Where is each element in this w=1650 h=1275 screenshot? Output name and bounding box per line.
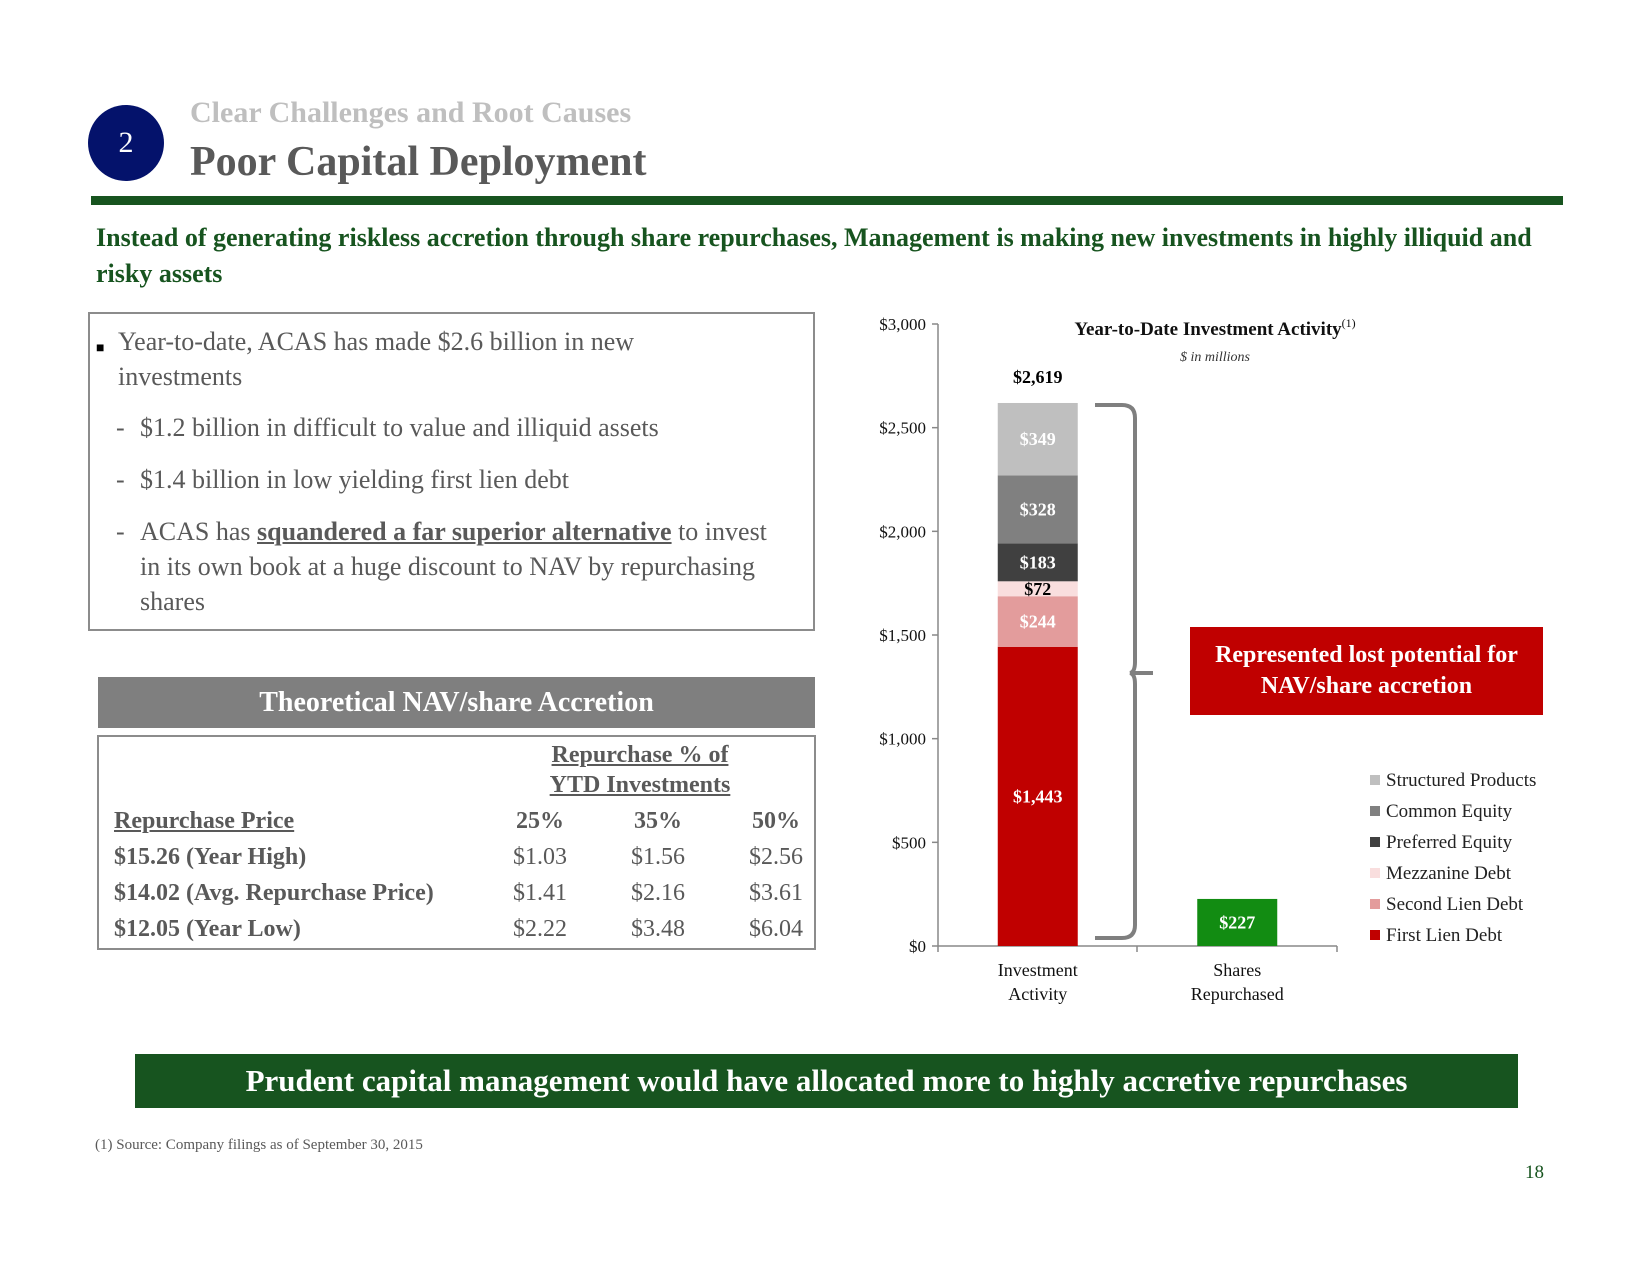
legend-swatch — [1370, 837, 1380, 847]
sub-bullet-1: - $1.2 billion in difficult to value and… — [116, 410, 776, 445]
legend-swatch — [1370, 930, 1380, 940]
sub-bullet-2-text: $1.4 billion in low yielding first lien … — [140, 465, 569, 494]
bar-segment — [997, 402, 1078, 476]
data-label: $183 — [1020, 552, 1056, 572]
bar-segment — [997, 646, 1078, 946]
conclusion-banner: Prudent capital management would have al… — [135, 1054, 1518, 1108]
table-cell: $3.48 — [631, 916, 685, 942]
table-cell: $3.61 — [749, 880, 803, 906]
bullet-main-text: Year-to-date, ACAS has made $2.6 billion… — [118, 327, 635, 391]
legend-item: First Lien Debt — [1370, 925, 1502, 947]
table-cell: $2.56 — [749, 844, 803, 870]
legend-swatch — [1370, 806, 1380, 816]
legend-item: Common Equity — [1370, 801, 1512, 823]
bar-segment — [1197, 898, 1278, 946]
section-number-badge: 2 — [88, 105, 164, 181]
x-tick-label: Shares — [1213, 960, 1261, 980]
headline: Instead of generating riskless accretion… — [96, 223, 1532, 288]
x-tick-label: Repurchased — [1191, 984, 1284, 1004]
accretion-table-header: Theoretical NAV/share Accretion — [98, 677, 815, 728]
row-label: $15.26 (Year High) — [114, 844, 307, 870]
chart-title: Year-to-Date Investment Activity(1) — [1074, 316, 1355, 340]
legend-swatch — [1370, 775, 1380, 785]
y-tick-label: $1,000 — [879, 730, 926, 749]
bracket-icon — [1095, 403, 1153, 940]
y-tick-label: $2,500 — [879, 419, 926, 438]
page-number: 18 — [1525, 1162, 1544, 1183]
table-cell: $2.22 — [513, 916, 567, 942]
legend-item: Preferred Equity — [1370, 832, 1512, 854]
row-header: Repurchase Price — [114, 808, 295, 834]
legend-item: Structured Products — [1370, 770, 1536, 792]
data-label: $244 — [1020, 612, 1056, 632]
row-label: $12.05 (Year Low) — [114, 916, 301, 942]
legend-swatch — [1370, 868, 1380, 878]
dash-bullet: - — [116, 465, 125, 494]
bar-segment — [997, 596, 1078, 647]
data-label: $1,443 — [1013, 786, 1063, 806]
bar-labels: $1,443 $244 $72 $183 $328 $349 $227 $2,619 — [1013, 367, 1255, 932]
sub-bullet-2: - $1.4 billion in low yielding first lie… — [116, 462, 776, 497]
y-tick-label: $2,000 — [879, 522, 926, 541]
legend-swatch — [1370, 899, 1380, 909]
chart-subtitle: $ in millions — [1180, 350, 1251, 365]
title-divider — [91, 196, 1563, 205]
y-tick-label: $3,000 — [879, 315, 926, 334]
data-label: $328 — [1020, 499, 1056, 519]
y-tick-label: $500 — [892, 833, 926, 852]
sub-bullet-3: - ACAS has squandered a far superior alt… — [116, 514, 776, 619]
data-label: $72 — [1024, 579, 1051, 599]
y-axis: $0 $500 $1,000 $1,500 $2,000 $2,500 $3,000 — [879, 315, 939, 956]
dash-bullet: - — [116, 413, 125, 442]
square-bullet-icon: ■ — [96, 341, 105, 356]
table-cell: $1.41 — [513, 880, 567, 906]
x-tick-label: Activity — [1008, 984, 1067, 1004]
emphasized-phrase: squandered a far superior alternative — [257, 517, 672, 546]
y-tick-label: $1,500 — [879, 626, 926, 645]
sub-bullet-3-text: ACAS has squandered a far superior alter… — [140, 517, 767, 616]
column-header: 35% — [634, 808, 682, 834]
section-label: Clear Challenges and Root Causes — [190, 96, 632, 129]
footnote: (1) Source: Company filings as of Septem… — [95, 1137, 423, 1153]
bar-segment — [997, 475, 1078, 544]
bar-segment — [997, 543, 1078, 582]
total-label: $2,619 — [1013, 367, 1063, 387]
bar-segment — [997, 581, 1078, 597]
legend-item: Mezzanine Debt — [1370, 863, 1511, 885]
y-tick-label: $0 — [909, 937, 926, 956]
column-header: 25% — [516, 808, 564, 834]
table-cell: $1.56 — [631, 844, 685, 870]
sub-bullet-1-text: $1.2 billion in difficult to value and i… — [140, 413, 659, 442]
lost-potential-callout: Represented lost potential for NAV/share… — [1190, 627, 1543, 715]
page-title: Poor Capital Deployment — [190, 139, 647, 185]
x-axis: Investment Activity Shares Repurchased — [937, 945, 1338, 1004]
group-header-line2: YTD Investments — [549, 772, 731, 798]
data-label: $227 — [1219, 912, 1255, 932]
bar-series — [997, 402, 1278, 946]
bullet-main: ■ Year-to-date, ACAS has made $2.6 billi… — [96, 324, 696, 394]
data-label: $349 — [1020, 429, 1056, 449]
row-label: $14.02 (Avg. Repurchase Price) — [114, 880, 434, 906]
bullet-box — [88, 312, 815, 631]
table-cell: $2.16 — [631, 880, 685, 906]
column-header: 50% — [752, 808, 800, 834]
x-tick-label: Investment — [998, 960, 1078, 980]
table-cell: $1.03 — [513, 844, 567, 870]
legend-item: Second Lien Debt — [1370, 894, 1523, 916]
group-header-line1: Repurchase % of — [551, 742, 729, 768]
investment-activity-chart: Year-to-Date Investment Activity(1) $ in… — [879, 315, 1355, 1004]
accretion-table-box — [97, 735, 816, 950]
table-cell: $6.04 — [749, 916, 803, 942]
dash-bullet: - — [116, 517, 125, 546]
